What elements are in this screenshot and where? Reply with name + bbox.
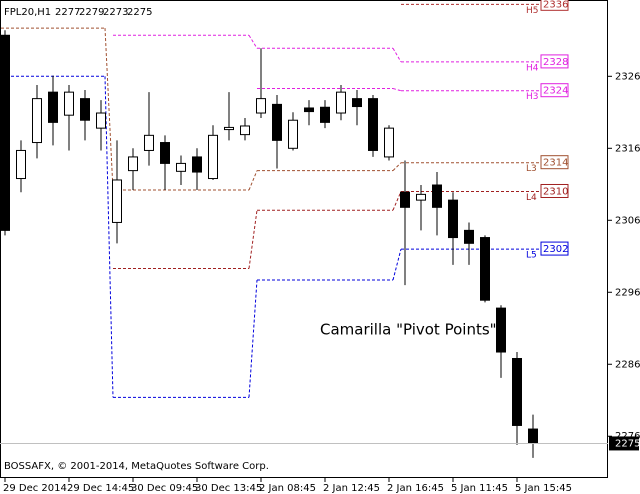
candle-body	[0, 34, 10, 231]
pivot-value: 2310	[543, 186, 568, 197]
candle-body	[32, 98, 42, 144]
candle-body	[16, 149, 26, 180]
candle-body	[512, 358, 522, 426]
y-tick-label: 2316	[615, 143, 640, 154]
candle-body	[224, 126, 234, 131]
price-box-label: 2275	[615, 438, 640, 449]
pivot-name: H5	[526, 6, 539, 16]
candle-body	[144, 134, 154, 151]
x-tick-label: 2 Jan 08:45	[259, 483, 316, 494]
pivot-connector	[248, 170, 258, 191]
x-tick-label: 30 Dec 13:45	[195, 483, 262, 494]
y-tick-label: 2296	[615, 287, 640, 298]
candle-body	[304, 107, 314, 113]
x-tick-label: 2 Jan 16:45	[387, 483, 444, 494]
ohlc-low: 2273	[103, 7, 128, 18]
candle-body	[192, 156, 202, 173]
candle-body	[416, 193, 426, 201]
pivot-name: L3	[526, 164, 537, 174]
chart-title: FPL20,H1	[4, 7, 51, 18]
header: FPL20,H1 2277 2279 2273 2275	[4, 7, 152, 18]
candle-body	[288, 119, 298, 149]
candle-body	[240, 125, 250, 136]
ohlc-open: 2277	[55, 7, 80, 18]
pivot-connector	[392, 248, 402, 281]
pivot-connector	[392, 162, 402, 171]
candle-body	[336, 91, 346, 114]
pivot-box	[540, 241, 569, 256]
pivot-value: 2328	[543, 57, 568, 68]
pivot-box	[540, 0, 569, 11]
pivot-connector	[392, 191, 402, 211]
x-tick-label: 29 Dec 2014	[3, 483, 67, 494]
x-tick-label: 5 Jan 15:45	[515, 483, 572, 494]
y-tick-label: 2306	[615, 215, 640, 226]
candle-body	[352, 98, 362, 108]
candle-body	[64, 91, 74, 116]
ohlc-close: 2275	[127, 7, 152, 18]
pivot-box	[540, 83, 569, 98]
pivot-connector	[104, 28, 114, 191]
candle-body	[128, 156, 138, 172]
pivot-value: 2336	[543, 0, 568, 10]
candle-body	[528, 428, 538, 444]
candle-body	[496, 307, 506, 353]
y-tick-label: 2286	[615, 359, 640, 370]
candle-body	[384, 127, 394, 158]
pivot-name: H4	[526, 63, 539, 73]
pivot-connector	[104, 76, 114, 398]
pivot-box	[540, 155, 569, 170]
plot-frame	[0, 0, 608, 478]
pivot-box	[540, 54, 569, 69]
candle-body	[256, 98, 266, 114]
pivot-name: L4	[526, 193, 537, 203]
x-tick-label: 5 Jan 11:45	[451, 483, 508, 494]
x-tick-label: 2 Jan 12:45	[323, 483, 380, 494]
x-tick-label: 30 Dec 09:45	[131, 483, 198, 494]
annotation: Camarilla "Pivot Points"	[320, 321, 497, 339]
candle-body	[48, 91, 58, 123]
pivot-name: L5	[526, 251, 537, 261]
candle-body	[272, 103, 282, 141]
candle-body	[400, 191, 410, 208]
candle-body	[80, 98, 90, 121]
candle-body	[208, 134, 218, 180]
candle-body	[96, 112, 106, 129]
pivot-value: 2324	[543, 86, 568, 97]
pivot-value: 2302	[543, 244, 568, 255]
candle-body	[480, 237, 490, 301]
price-box	[609, 436, 639, 451]
candle-body	[448, 199, 458, 239]
pivot-name: H3	[526, 92, 539, 102]
pivot-connector	[392, 47, 402, 63]
candle-body	[368, 98, 378, 151]
pivot-box	[540, 183, 569, 198]
copyright: BOSSAFX, © 2001-2014, MetaQuotes Softwar…	[4, 461, 269, 472]
ohlc-high: 2279	[79, 7, 104, 18]
candle-body	[112, 179, 122, 223]
candle-body	[320, 106, 330, 123]
candle-body	[432, 184, 442, 208]
pivot-value: 2314	[543, 158, 568, 169]
pivot-connector	[248, 35, 258, 49]
candle-body	[176, 162, 186, 172]
candle-body	[160, 142, 170, 164]
pivot-connector	[392, 88, 402, 92]
candle-body	[464, 229, 474, 244]
y-tick-label: 2326	[615, 71, 640, 82]
x-tick-label: 29 Dec 14:45	[67, 483, 134, 494]
